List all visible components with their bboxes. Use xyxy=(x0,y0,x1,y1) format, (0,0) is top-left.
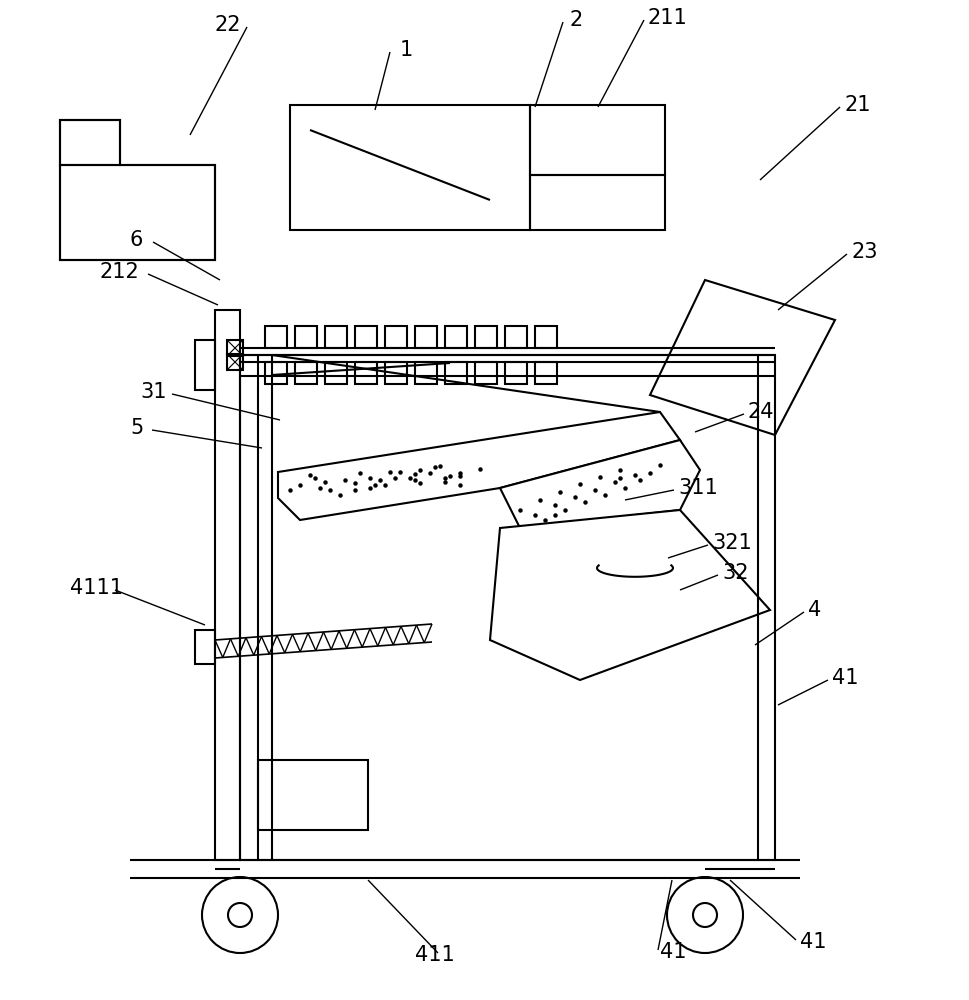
Bar xyxy=(290,105,529,230)
Bar xyxy=(325,326,347,348)
Polygon shape xyxy=(499,440,700,528)
Bar xyxy=(295,362,317,384)
Bar xyxy=(535,326,556,348)
Bar xyxy=(529,175,665,230)
Text: 211: 211 xyxy=(647,8,687,28)
Text: 32: 32 xyxy=(721,563,748,583)
Bar xyxy=(475,362,496,384)
Bar xyxy=(385,362,407,384)
Text: 41: 41 xyxy=(659,942,686,962)
Polygon shape xyxy=(489,510,769,680)
Text: 311: 311 xyxy=(677,478,717,498)
Bar xyxy=(215,310,239,860)
Bar xyxy=(265,326,287,348)
Text: 6: 6 xyxy=(130,230,143,250)
Text: 212: 212 xyxy=(100,262,140,282)
Text: 2: 2 xyxy=(570,10,582,30)
Text: 4: 4 xyxy=(807,600,821,620)
Text: 41: 41 xyxy=(799,932,826,952)
Bar xyxy=(195,630,215,664)
Bar xyxy=(445,362,466,384)
Bar xyxy=(505,326,526,348)
Bar xyxy=(195,340,215,390)
Text: 21: 21 xyxy=(844,95,870,115)
Bar xyxy=(355,326,377,348)
Text: 1: 1 xyxy=(399,40,413,60)
Text: 411: 411 xyxy=(415,945,454,965)
Bar xyxy=(227,354,243,370)
Text: 23: 23 xyxy=(851,242,878,262)
Bar xyxy=(355,362,377,384)
Bar xyxy=(227,340,243,356)
Text: 5: 5 xyxy=(130,418,143,438)
Bar xyxy=(385,326,407,348)
Polygon shape xyxy=(278,412,679,520)
Text: 31: 31 xyxy=(140,382,167,402)
Text: 4111: 4111 xyxy=(70,578,123,598)
Bar xyxy=(505,362,526,384)
Text: 321: 321 xyxy=(711,533,751,553)
Bar xyxy=(265,362,287,384)
Bar xyxy=(60,120,120,165)
Bar xyxy=(325,362,347,384)
Text: 22: 22 xyxy=(215,15,241,35)
Bar xyxy=(475,326,496,348)
Bar xyxy=(415,362,437,384)
Bar xyxy=(239,355,774,860)
Bar xyxy=(415,326,437,348)
Bar xyxy=(60,165,215,260)
Bar xyxy=(445,326,466,348)
Text: 41: 41 xyxy=(831,668,858,688)
Bar xyxy=(258,760,367,830)
Bar xyxy=(529,105,665,175)
Bar xyxy=(295,326,317,348)
Bar xyxy=(535,362,556,384)
Text: 24: 24 xyxy=(747,402,773,422)
